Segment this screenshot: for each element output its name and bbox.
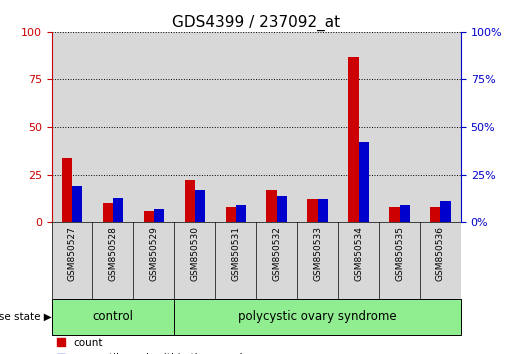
Bar	[256, 222, 297, 298]
Bar	[379, 32, 420, 222]
Bar	[174, 32, 215, 222]
Bar	[379, 222, 420, 298]
Bar	[266, 190, 277, 222]
Text: polycystic ovary syndrome: polycystic ovary syndrome	[238, 310, 397, 323]
Bar	[93, 222, 133, 298]
Text: GSM850529: GSM850529	[149, 226, 158, 281]
Text: GSM850535: GSM850535	[395, 226, 404, 281]
Bar	[174, 222, 215, 298]
Bar	[348, 57, 358, 222]
Text: GSM850536: GSM850536	[436, 226, 445, 281]
Bar	[420, 32, 461, 222]
Bar	[277, 196, 287, 222]
Bar	[52, 298, 174, 335]
Title: GDS4399 / 237092_at: GDS4399 / 237092_at	[172, 14, 340, 30]
Bar	[133, 222, 174, 298]
Text: GSM850531: GSM850531	[231, 226, 240, 281]
Bar	[184, 181, 195, 222]
Bar	[62, 158, 72, 222]
Bar	[174, 298, 461, 335]
Bar	[420, 222, 461, 298]
Legend: count, percentile rank within the sample: count, percentile rank within the sample	[57, 338, 249, 354]
Text: GSM850528: GSM850528	[109, 226, 117, 281]
Text: control: control	[92, 310, 133, 323]
Text: GSM850532: GSM850532	[272, 226, 281, 281]
Bar	[400, 205, 410, 222]
Bar	[440, 201, 451, 222]
Text: disease state ▶: disease state ▶	[0, 312, 52, 322]
Bar	[226, 207, 236, 222]
Bar	[236, 205, 246, 222]
Bar	[338, 32, 379, 222]
Bar	[102, 203, 113, 222]
Bar	[113, 198, 123, 222]
Bar	[93, 32, 133, 222]
Bar	[52, 222, 93, 298]
Bar	[215, 222, 256, 298]
Bar	[338, 222, 379, 298]
Bar	[52, 32, 93, 222]
Bar	[389, 207, 400, 222]
Bar	[358, 142, 369, 222]
Bar	[154, 209, 164, 222]
Text: GSM850533: GSM850533	[313, 226, 322, 281]
Bar	[144, 211, 154, 222]
Text: GSM850527: GSM850527	[67, 226, 76, 281]
Text: GSM850530: GSM850530	[191, 226, 199, 281]
Bar	[195, 190, 205, 222]
Bar	[297, 32, 338, 222]
Bar	[297, 222, 338, 298]
Bar	[318, 199, 328, 222]
Bar	[256, 32, 297, 222]
Bar	[307, 199, 318, 222]
Text: GSM850534: GSM850534	[354, 226, 363, 281]
Bar	[430, 207, 440, 222]
Bar	[215, 32, 256, 222]
Bar	[72, 186, 82, 222]
Bar	[133, 32, 174, 222]
